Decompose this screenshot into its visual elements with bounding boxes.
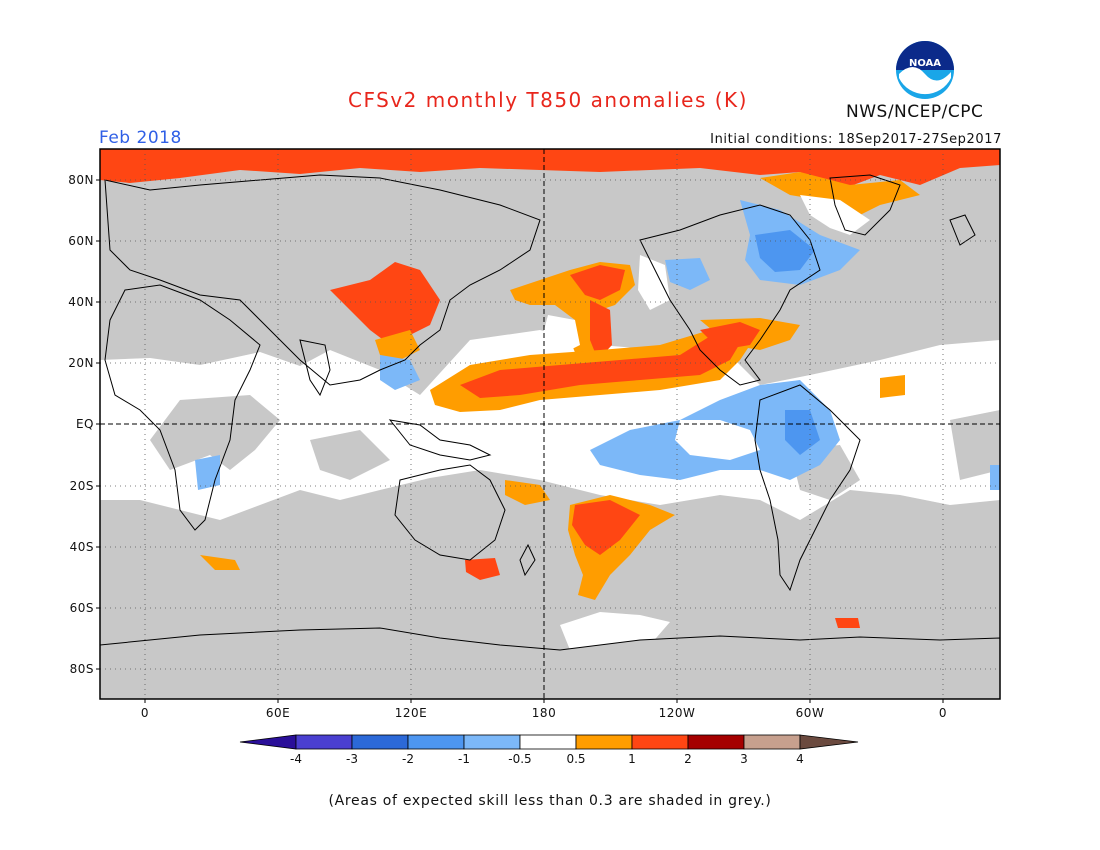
lat-label: EQ	[75, 417, 94, 431]
colorbar-segment	[463, 734, 521, 750]
colorbar-segment	[351, 734, 409, 750]
continent-outlines	[104, 174, 976, 592]
arctic-warm-band	[100, 149, 1000, 190]
colorbar-segment	[519, 734, 577, 750]
colorbar-segment	[575, 734, 633, 750]
colorbar-tick: 1	[628, 752, 636, 766]
colorbar-segment	[799, 734, 859, 750]
lat-label: 20N	[68, 356, 94, 370]
lon-label: 60E	[265, 706, 291, 720]
lon-label: 0	[140, 706, 150, 720]
colorbar-segment	[295, 734, 353, 750]
agency-label: NWS/NCEP/CPC	[846, 102, 984, 122]
lat-label: 80S	[69, 662, 94, 676]
colorbar-segment	[631, 734, 689, 750]
initial-conditions: Initial conditions: 18Sep2017-27Sep2017	[710, 132, 1002, 147]
colorbar-tick: -2	[402, 752, 414, 766]
lon-label: 60W	[795, 706, 825, 720]
colorbar-tick: 2	[684, 752, 692, 766]
lat-label: 40N	[68, 295, 94, 309]
colorbar-segment	[743, 734, 801, 750]
lon-label: 120E	[394, 706, 428, 720]
lat-label: 60N	[68, 234, 94, 248]
footnote: (Areas of expected skill less than 0.3 a…	[328, 793, 772, 809]
colorbar-segment	[239, 734, 297, 750]
colorbar-segment	[407, 734, 465, 750]
lat-label: 20S	[69, 479, 94, 493]
noaa-logo: NOAA	[896, 41, 954, 99]
lon-label: 120W	[658, 706, 696, 720]
lat-label: 80N	[68, 173, 94, 187]
lat-label: 60S	[69, 601, 94, 615]
colorbar-tick: -4	[290, 752, 302, 766]
colorbar-tick: -1	[458, 752, 470, 766]
lat-label: 40S	[69, 540, 94, 554]
colorbar-tick: 0.5	[566, 752, 586, 766]
lon-label: 180	[531, 706, 557, 720]
tropical-pacific-warm-core	[460, 330, 745, 398]
colorbar-tick: 3	[740, 752, 748, 766]
lon-label: 0	[938, 706, 948, 720]
colorbar-tick: 4	[796, 752, 804, 766]
colorbar-tick: -0.5	[508, 752, 532, 766]
east-asia-warm	[330, 262, 440, 345]
map-title: CFSv2 monthly T850 anomalies (K)	[348, 88, 748, 112]
colorbar-tick: -3	[346, 752, 358, 766]
logo-lettering: NOAA	[909, 58, 941, 69]
valid-date: Feb 2018	[99, 128, 182, 148]
colorbar-segment	[687, 734, 745, 750]
